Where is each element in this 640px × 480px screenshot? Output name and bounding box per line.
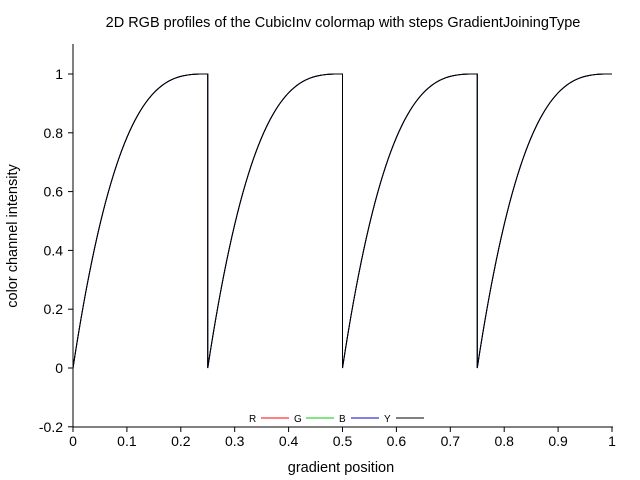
legend-label-b: B [339, 414, 346, 425]
x-tick-label: 0.2 [171, 433, 191, 449]
y-tick-label: 0.2 [44, 301, 64, 317]
x-tick-label: 0.4 [279, 433, 299, 449]
x-tick-label: 0.1 [117, 433, 137, 449]
legend-label-y: Y [384, 414, 391, 425]
series-line-y [72, 73, 612, 369]
y-tick-label: 0.4 [44, 242, 64, 258]
x-tick-label: 0.6 [387, 433, 407, 449]
y-axis-label: color channel intensity [5, 164, 21, 308]
x-tick-label: 0.5 [333, 433, 353, 449]
chart-title: 2D RGB profiles of the CubicInv colormap… [106, 15, 581, 31]
x-axis-label: gradient position [288, 460, 394, 476]
y-tick-label: -0.2 [39, 419, 63, 435]
legend-label-r: R [249, 414, 256, 425]
y-tick-label: 0.8 [44, 125, 64, 141]
series-lines [72, 73, 612, 369]
y-ticks: -0.2 0 0.2 0.4 0.6 0.8 1 [39, 66, 73, 435]
x-tick-label: 0.9 [548, 433, 568, 449]
y-tick-label: 0 [55, 360, 63, 376]
legend-label-g: G [294, 414, 302, 425]
x-tick-label: 0 [69, 433, 77, 449]
y-tick-label: 0.6 [44, 184, 64, 200]
x-ticks: 0 0.1 0.2 0.3 0.4 0.5 0.6 0.7 0.8 0.9 1 [69, 427, 616, 449]
x-tick-label: 1 [608, 433, 616, 449]
x-tick-label: 0.8 [494, 433, 514, 449]
x-tick-label: 0.3 [225, 433, 245, 449]
y-tick-label: 1 [55, 66, 63, 82]
x-tick-label: 0.7 [441, 433, 461, 449]
